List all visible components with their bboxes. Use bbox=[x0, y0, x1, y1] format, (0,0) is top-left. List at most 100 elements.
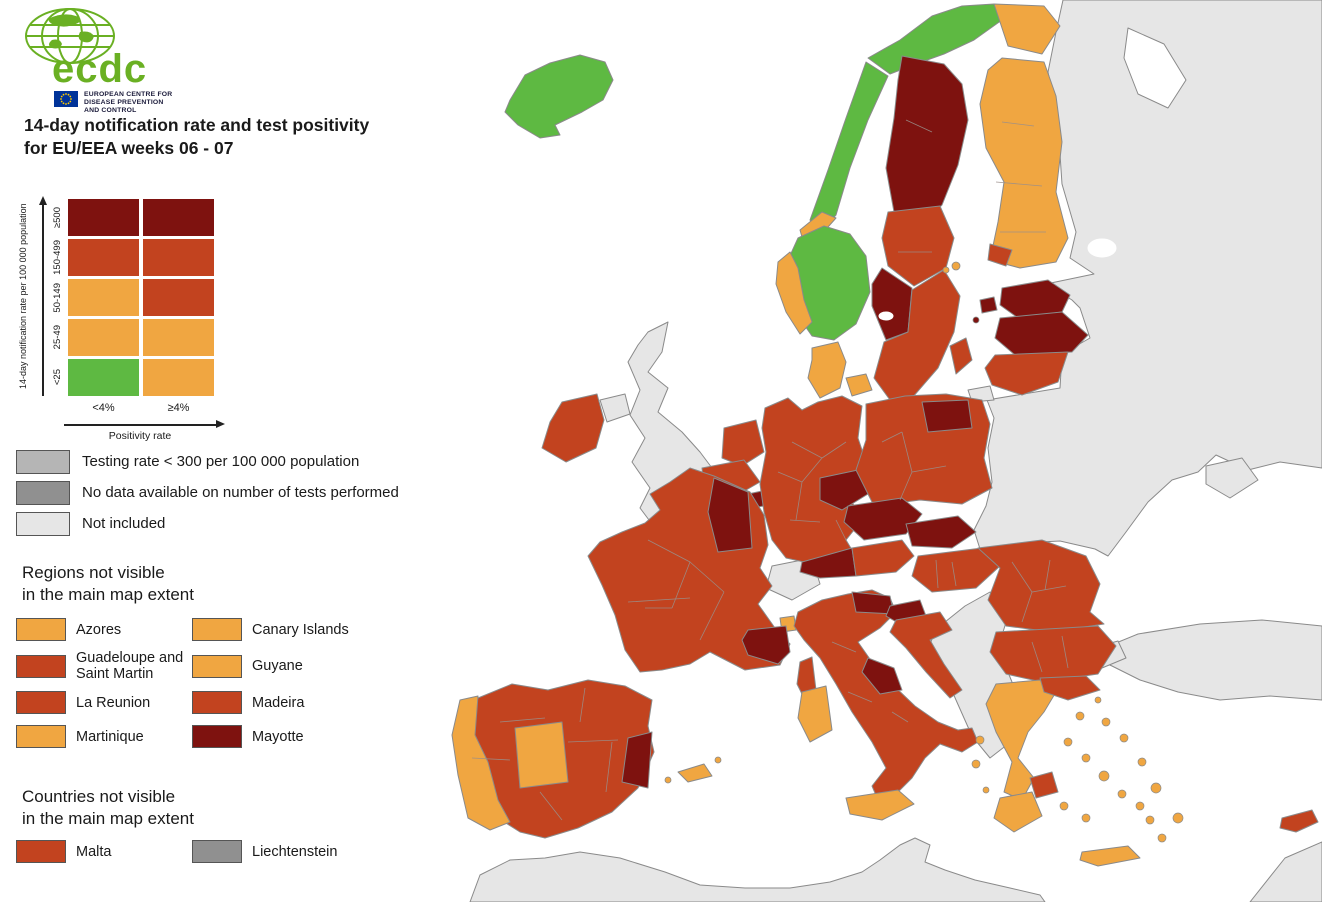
map-region-denmark bbox=[807, 341, 847, 399]
legend-label: Malta bbox=[76, 843, 112, 860]
map-region-croatia bbox=[889, 611, 963, 699]
map-region-germany-east bbox=[819, 469, 869, 511]
map-region-lithuania bbox=[984, 351, 1069, 396]
ecdc-globe-icon bbox=[25, 8, 115, 64]
lake-ladoga bbox=[1087, 238, 1117, 258]
matrix-row-label: 25-49 bbox=[52, 325, 63, 350]
map-region-iceland bbox=[504, 54, 614, 139]
legend-swatch bbox=[192, 654, 242, 678]
legend-swatch bbox=[16, 840, 66, 863]
legend-label: No data available on number of tests per… bbox=[82, 484, 399, 501]
legend-row-not-included: Not included bbox=[16, 511, 399, 536]
map-region-austria-west bbox=[799, 547, 857, 579]
legend-item-martinique: Martinique bbox=[16, 725, 192, 748]
countries-legend-grid: Malta Liechtenstein bbox=[16, 840, 388, 863]
map-region-italy-central bbox=[861, 657, 903, 695]
map-region-greece-northeast bbox=[1039, 675, 1101, 701]
matrix-x-axis-label: Positivity rate bbox=[108, 430, 172, 442]
map-region-sardinia bbox=[797, 685, 833, 743]
matrix-y-axis-line bbox=[42, 204, 44, 396]
map-region-france-southeast bbox=[741, 625, 791, 665]
matrix-x-axis-arrowhead bbox=[216, 420, 225, 429]
gray-legend: Testing rate < 300 per 100 000 populatio… bbox=[16, 449, 399, 536]
legend-swatch bbox=[192, 691, 242, 714]
legend-label: Testing rate < 300 per 100 000 populatio… bbox=[82, 453, 360, 470]
map-region-ireland bbox=[541, 393, 605, 463]
matrix-col-label: <4% bbox=[92, 402, 115, 414]
matrix-column-labels: <4% ≥4% bbox=[68, 402, 214, 414]
ecdc-logo: ecdc EUROPEAN CENTRE FOR DISEASE PREVENT… bbox=[22, 6, 232, 115]
legend-swatch bbox=[16, 480, 70, 505]
legend-label: Martinique bbox=[76, 728, 144, 745]
map-region-gotland bbox=[949, 337, 973, 375]
map-region-estonia-islands bbox=[972, 296, 998, 324]
matrix-cell bbox=[68, 279, 139, 316]
map-region-cyprus bbox=[1279, 809, 1319, 833]
legend-swatch bbox=[192, 618, 242, 641]
legend-label: Madeira bbox=[252, 694, 305, 711]
map-region-crimea bbox=[1205, 457, 1259, 499]
legend-label: Canary Islands bbox=[252, 621, 349, 638]
matrix-row-label: 50-149 bbox=[52, 282, 63, 313]
map-region-turkey bbox=[1093, 619, 1322, 701]
page-title: 14-day notification rate and test positi… bbox=[24, 115, 370, 158]
map-region-peloponnese bbox=[993, 791, 1043, 833]
matrix-cell bbox=[143, 199, 214, 236]
map-region-finland bbox=[979, 57, 1069, 269]
white-sea bbox=[1123, 27, 1187, 109]
regions-legend-grid: Azores Canary Islands Guadeloupe and Sai… bbox=[16, 616, 388, 750]
matrix-row-label: <25 bbox=[52, 369, 63, 386]
map-region-sicily bbox=[845, 789, 915, 821]
matrix-row-label: ≥500 bbox=[52, 206, 63, 229]
countries-section-header: Countries not visible in the main map ex… bbox=[22, 787, 194, 828]
legend-label: Guyane bbox=[252, 658, 303, 674]
matrix-cell bbox=[68, 319, 139, 356]
legend-swatch bbox=[16, 449, 70, 474]
map-region-levant bbox=[1249, 841, 1322, 902]
map-region-northern-ireland bbox=[599, 393, 631, 423]
legend-item-malta: Malta bbox=[16, 840, 192, 863]
legend-label: Liechtenstein bbox=[252, 843, 338, 860]
legend-swatch bbox=[16, 618, 66, 641]
matrix-cell bbox=[68, 239, 139, 276]
matrix-cells bbox=[68, 199, 214, 396]
ecdc-org-name: EUROPEAN CENTRE FOR DISEASE PREVENTION A… bbox=[84, 91, 173, 114]
legend-item-guyane: Guyane bbox=[192, 654, 388, 678]
matrix-cell bbox=[143, 359, 214, 396]
matrix-col-label: ≥4% bbox=[167, 402, 190, 414]
legend-swatch bbox=[16, 725, 66, 748]
map-region-sweden-mid bbox=[881, 205, 955, 287]
matrix-cell bbox=[68, 359, 139, 396]
matrix-x-axis-line bbox=[64, 424, 216, 426]
map-region-valencia bbox=[621, 731, 653, 789]
legend-item-madeira: Madeira bbox=[192, 691, 388, 714]
map-region-norway-finnmark bbox=[993, 3, 1061, 55]
regions-section-header: Regions not visible in the main map exte… bbox=[22, 563, 194, 604]
map-region-sweden-north bbox=[885, 55, 969, 231]
legend-label: Guadeloupe and Saint Martin bbox=[76, 650, 184, 682]
map-region-france-northeast bbox=[707, 477, 753, 553]
ecdc-wordmark: ecdc bbox=[52, 47, 148, 91]
map-region-czechia bbox=[843, 497, 923, 541]
map-region-denmark-islands bbox=[845, 373, 873, 397]
matrix-legend: 14-day notification rate per 100 000 pop… bbox=[14, 196, 254, 446]
map-region-sweden-strip bbox=[871, 267, 913, 341]
legend-swatch bbox=[192, 725, 242, 748]
map-region-north-africa bbox=[469, 837, 1046, 902]
matrix-cell bbox=[143, 279, 214, 316]
legend-swatch bbox=[192, 840, 242, 863]
legend-item-guadeloupe: Guadeloupe and Saint Martin bbox=[16, 650, 192, 682]
matrix-cell bbox=[68, 199, 139, 236]
legend-swatch bbox=[16, 654, 66, 678]
matrix-y-axis-arrowhead bbox=[38, 196, 47, 205]
lake-vanern bbox=[878, 311, 894, 321]
map-region-poland-northeast bbox=[921, 399, 973, 433]
map-region-slovakia bbox=[905, 515, 977, 549]
legend-row-no-data: No data available on number of tests per… bbox=[16, 480, 399, 505]
legend-item-canary-islands: Canary Islands bbox=[192, 618, 388, 641]
matrix-row-labels: ≥500 150-499 50-149 25-49 <25 bbox=[50, 199, 65, 396]
map-region-austria-east bbox=[851, 539, 915, 577]
matrix-cell bbox=[143, 239, 214, 276]
